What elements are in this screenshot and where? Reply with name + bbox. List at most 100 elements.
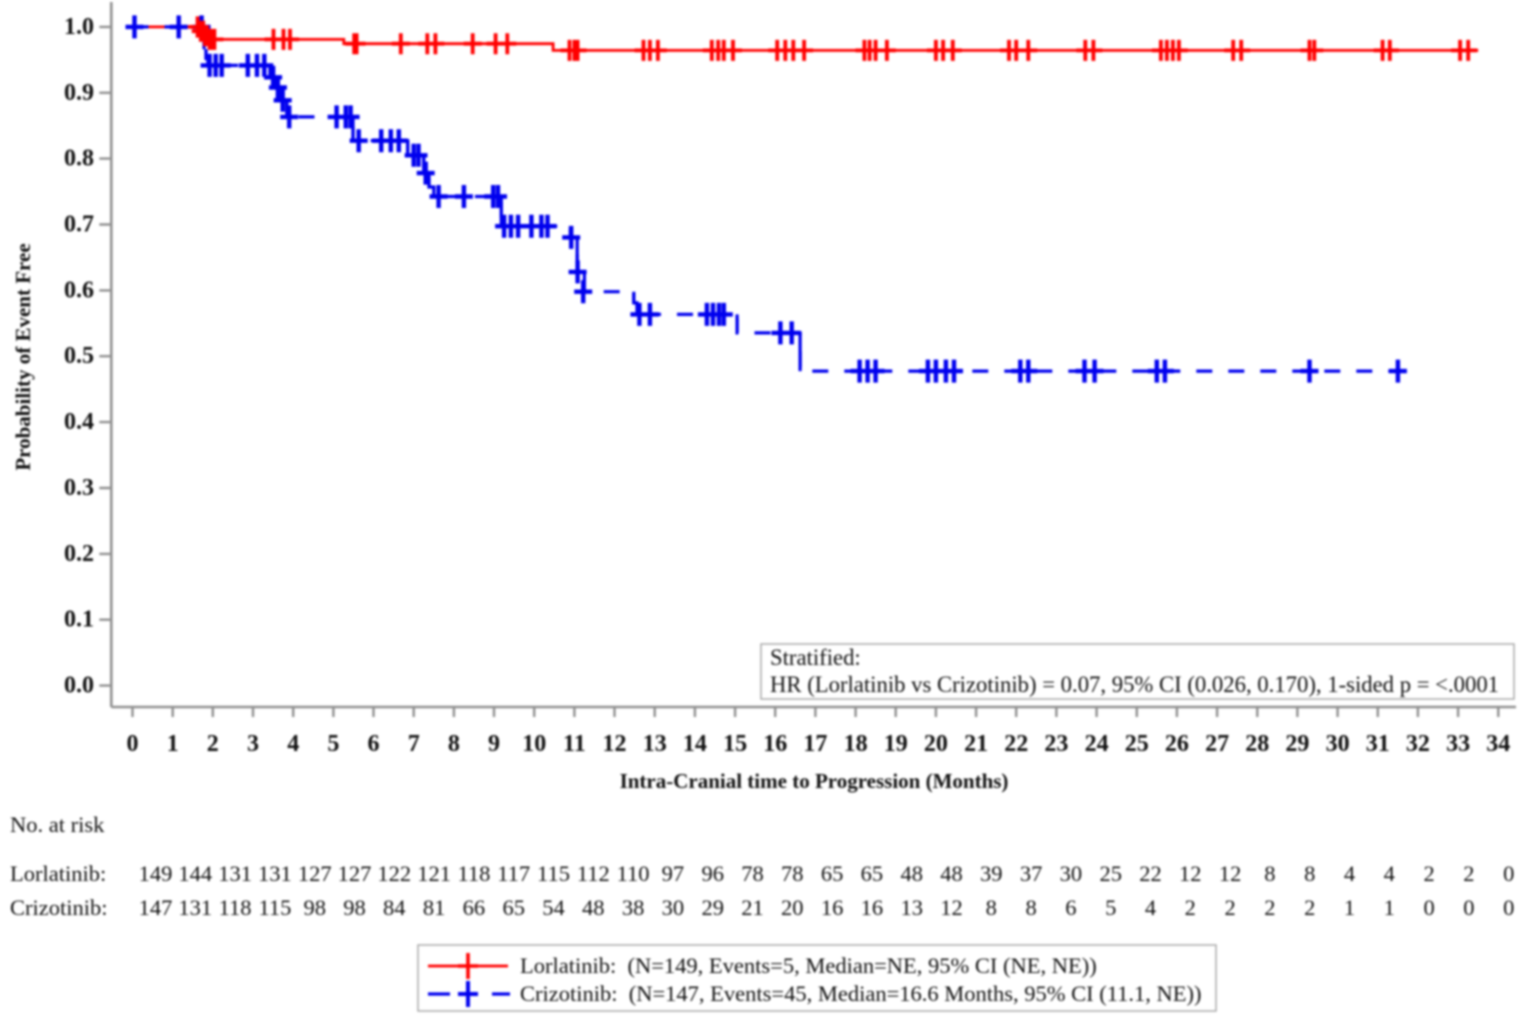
svg-text:144: 144 xyxy=(178,861,212,886)
svg-text:8: 8 xyxy=(448,731,460,757)
svg-text:27: 27 xyxy=(1205,731,1229,757)
svg-text:11: 11 xyxy=(563,731,586,757)
svg-text:24: 24 xyxy=(1085,731,1109,757)
svg-text:98: 98 xyxy=(303,895,326,920)
svg-text:81: 81 xyxy=(423,895,446,920)
svg-text:65: 65 xyxy=(861,861,884,886)
svg-text:0.9: 0.9 xyxy=(64,80,94,106)
svg-text:4: 4 xyxy=(1344,861,1355,886)
svg-text:25: 25 xyxy=(1099,861,1122,886)
svg-text:84: 84 xyxy=(383,895,406,920)
svg-text:39: 39 xyxy=(980,861,1003,886)
svg-text:38: 38 xyxy=(622,895,645,920)
svg-text:15: 15 xyxy=(723,731,747,757)
svg-text:Crizotinib:: Crizotinib: xyxy=(10,895,108,920)
svg-text:2: 2 xyxy=(1224,895,1235,920)
svg-text:98: 98 xyxy=(343,895,366,920)
svg-text:20: 20 xyxy=(924,731,948,757)
svg-text:16: 16 xyxy=(861,895,884,920)
svg-text:16: 16 xyxy=(763,731,787,757)
svg-text:1.0: 1.0 xyxy=(64,14,94,40)
svg-text:131: 131 xyxy=(258,861,292,886)
svg-text:110: 110 xyxy=(617,861,650,886)
svg-text:12: 12 xyxy=(940,895,963,920)
svg-text:19: 19 xyxy=(884,731,908,757)
svg-text:2: 2 xyxy=(1423,861,1434,886)
svg-text:23: 23 xyxy=(1044,731,1068,757)
svg-text:2: 2 xyxy=(1463,861,1474,886)
svg-text:30: 30 xyxy=(1060,861,1083,886)
svg-text:0.5: 0.5 xyxy=(64,343,94,369)
svg-text:0.8: 0.8 xyxy=(64,146,94,172)
svg-text:Lorlatinib: (N=149, Events=5,: Lorlatinib: (N=149, Events=5, Median=NE,… xyxy=(520,953,1097,978)
svg-text:13: 13 xyxy=(643,731,667,757)
svg-text:Stratified:: Stratified: xyxy=(770,645,861,670)
svg-text:131: 131 xyxy=(178,895,212,920)
svg-text:1: 1 xyxy=(1384,895,1395,920)
svg-text:1: 1 xyxy=(167,731,179,757)
svg-text:0: 0 xyxy=(1503,861,1514,886)
svg-text:115: 115 xyxy=(537,861,570,886)
svg-text:0: 0 xyxy=(127,731,139,757)
svg-text:29: 29 xyxy=(701,895,724,920)
svg-text:0: 0 xyxy=(1423,895,1434,920)
svg-text:14: 14 xyxy=(683,731,707,757)
svg-text:0.6: 0.6 xyxy=(64,277,94,303)
svg-text:20: 20 xyxy=(781,895,804,920)
svg-text:Crizotinib: (N=147, Events=45: Crizotinib: (N=147, Events=45, Median=16… xyxy=(520,981,1202,1006)
svg-text:9: 9 xyxy=(488,731,500,757)
svg-text:127: 127 xyxy=(298,861,332,886)
svg-text:4: 4 xyxy=(287,731,299,757)
svg-text:31: 31 xyxy=(1366,731,1390,757)
svg-text:66: 66 xyxy=(463,895,486,920)
svg-text:21: 21 xyxy=(964,731,988,757)
svg-text:147: 147 xyxy=(139,895,173,920)
svg-text:48: 48 xyxy=(940,861,963,886)
svg-text:5: 5 xyxy=(327,731,339,757)
svg-text:6: 6 xyxy=(1065,895,1076,920)
svg-text:96: 96 xyxy=(701,861,724,886)
svg-text:4: 4 xyxy=(1384,861,1395,886)
svg-text:115: 115 xyxy=(258,895,291,920)
svg-text:112: 112 xyxy=(577,861,610,886)
svg-text:131: 131 xyxy=(218,861,252,886)
svg-text:2: 2 xyxy=(207,731,219,757)
svg-text:10: 10 xyxy=(522,731,546,757)
svg-text:0.7: 0.7 xyxy=(64,212,94,238)
svg-text:0.4: 0.4 xyxy=(64,409,94,435)
svg-text:18: 18 xyxy=(844,731,868,757)
svg-text:37: 37 xyxy=(1020,861,1043,886)
svg-text:28: 28 xyxy=(1245,731,1269,757)
svg-text:22: 22 xyxy=(1139,861,1162,886)
svg-text:118: 118 xyxy=(219,895,252,920)
svg-text:65: 65 xyxy=(502,895,525,920)
svg-text:32: 32 xyxy=(1406,731,1430,757)
svg-text:2: 2 xyxy=(1264,895,1275,920)
svg-text:8: 8 xyxy=(986,895,997,920)
svg-text:16: 16 xyxy=(821,895,844,920)
svg-text:26: 26 xyxy=(1165,731,1189,757)
svg-text:78: 78 xyxy=(781,861,804,886)
svg-text:7: 7 xyxy=(408,731,420,757)
svg-text:54: 54 xyxy=(542,895,565,920)
svg-text:5: 5 xyxy=(1105,895,1116,920)
svg-text:0.0: 0.0 xyxy=(64,673,94,699)
svg-text:1: 1 xyxy=(1344,895,1355,920)
svg-text:0.3: 0.3 xyxy=(64,475,94,501)
svg-text:22: 22 xyxy=(1004,731,1028,757)
svg-text:118: 118 xyxy=(457,861,490,886)
svg-text:Probability of Event Free: Probability of Event Free xyxy=(11,243,35,470)
svg-text:2: 2 xyxy=(1304,895,1315,920)
svg-text:Lorlatinib:: Lorlatinib: xyxy=(10,861,106,886)
svg-text:149: 149 xyxy=(139,861,173,886)
svg-text:12: 12 xyxy=(1179,861,1202,886)
svg-text:13: 13 xyxy=(900,895,923,920)
svg-text:127: 127 xyxy=(338,861,372,886)
svg-text:3: 3 xyxy=(247,731,259,757)
svg-text:48: 48 xyxy=(582,895,605,920)
svg-text:12: 12 xyxy=(1219,861,1242,886)
svg-text:Intra-Cranial time to Progress: Intra-Cranial time to Progression (Month… xyxy=(620,769,1009,793)
svg-text:121: 121 xyxy=(417,861,451,886)
svg-text:21: 21 xyxy=(741,895,764,920)
svg-text:65: 65 xyxy=(821,861,844,886)
